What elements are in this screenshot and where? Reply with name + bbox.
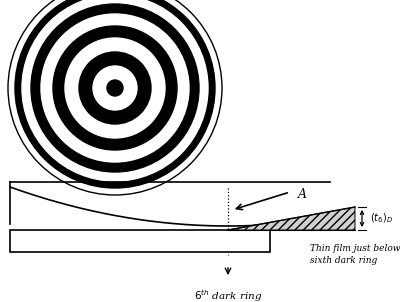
Circle shape	[15, 0, 215, 188]
Circle shape	[22, 0, 208, 181]
Circle shape	[65, 38, 165, 138]
Text: sixth dark ring: sixth dark ring	[310, 256, 377, 265]
Bar	[10, 230, 270, 252]
Circle shape	[107, 80, 123, 96]
Text: $(t_6)_D$: $(t_6)_D$	[370, 211, 393, 225]
Text: Thin film just below: Thin film just below	[310, 244, 400, 253]
Text: A: A	[298, 188, 307, 201]
Polygon shape	[228, 207, 355, 230]
Circle shape	[53, 26, 177, 150]
Circle shape	[79, 52, 151, 124]
Circle shape	[41, 14, 189, 162]
Circle shape	[31, 4, 199, 172]
Text: $6^{th}$ dark ring: $6^{th}$ dark ring	[194, 288, 262, 302]
Circle shape	[93, 66, 137, 110]
